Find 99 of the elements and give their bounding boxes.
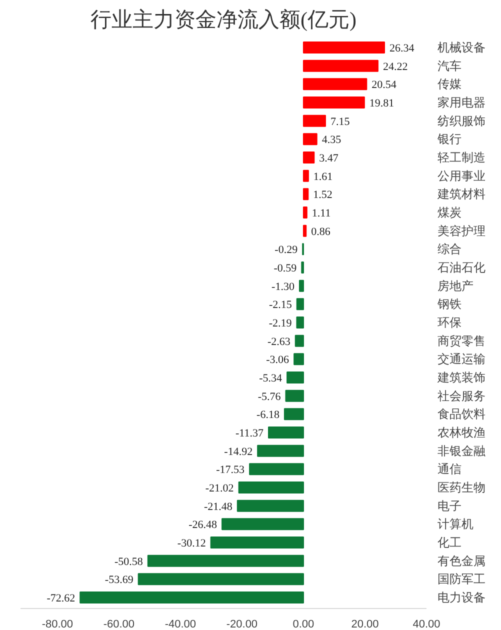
bar <box>296 316 304 328</box>
data-label: 1.52 <box>313 189 332 202</box>
bar <box>285 390 304 402</box>
y-tick-label: 食品饮料 <box>438 407 486 422</box>
bar <box>257 444 304 457</box>
data-label: -2.15 <box>268 299 292 312</box>
y-tick-label: 商贸零售 <box>438 334 486 348</box>
x-tick-label: 0.00 <box>292 618 314 630</box>
bar <box>302 114 326 127</box>
y-tick-label: 传媒 <box>438 77 462 92</box>
y-tick-label: 有色金属 <box>438 554 486 568</box>
data-label: -5.34 <box>259 372 283 384</box>
bar <box>302 152 315 164</box>
data-label: -21.48 <box>204 500 233 513</box>
bar <box>302 60 378 72</box>
x-tick-label: 40.00 <box>412 618 440 630</box>
data-label: 1.11 <box>312 208 331 220</box>
y-tick-label: 机械设备 <box>438 40 486 54</box>
data-label: 20.54 <box>372 79 397 92</box>
data-label: -53.69 <box>104 574 134 586</box>
bar <box>210 536 304 548</box>
y-tick-label: 建筑装饰 <box>436 370 486 384</box>
data-label: -0.29 <box>274 244 298 256</box>
y-tick-label: 医药生物 <box>438 480 486 494</box>
data-label: -11.37 <box>235 428 264 440</box>
bar <box>138 573 304 586</box>
data-label: 19.81 <box>369 98 394 110</box>
data-label: 4.35 <box>322 134 342 146</box>
bar <box>284 408 304 420</box>
x-tick-label: -20.00 <box>226 618 258 630</box>
data-label: -14.92 <box>224 446 253 458</box>
bar <box>80 592 304 604</box>
y-tick-label: 石油石化 <box>438 260 486 274</box>
y-tick-label: 建筑材料 <box>436 187 486 202</box>
y-tick-label: 房地产 <box>438 278 474 293</box>
data-label: -21.02 <box>205 482 234 494</box>
y-tick-label: 银行 <box>436 132 462 146</box>
data-label: 26.34 <box>389 42 415 54</box>
y-tick-label: 轻工制造 <box>438 150 486 164</box>
y-tick-label: 国防军工 <box>438 572 486 586</box>
bar <box>294 334 304 347</box>
data-label: 3.47 <box>319 152 339 164</box>
bar <box>294 353 304 366</box>
y-tick-label: 美容护理 <box>438 224 486 238</box>
bar <box>286 372 304 384</box>
data-label: -30.12 <box>177 538 206 550</box>
y-tick-label: 煤炭 <box>438 206 462 220</box>
bar <box>236 500 304 512</box>
bar <box>298 280 304 292</box>
y-tick-label: 社会服务 <box>438 388 486 403</box>
data-label: -5.76 <box>258 390 282 403</box>
bar <box>302 224 307 237</box>
y-tick-label: 公用事业 <box>438 168 486 183</box>
bar <box>222 518 304 530</box>
data-label: -2.19 <box>268 318 292 330</box>
data-label: 1.61 <box>313 170 333 183</box>
data-label: -1.30 <box>272 280 295 293</box>
y-tick-label: 综合 <box>438 242 462 256</box>
bar <box>302 42 385 54</box>
bar <box>238 482 304 494</box>
bar <box>302 188 309 200</box>
bar <box>268 426 304 438</box>
bar <box>302 133 318 146</box>
data-label: -0.59 <box>274 262 298 274</box>
data-label: 0.86 <box>311 226 331 238</box>
x-tick-label: -60.00 <box>103 618 135 630</box>
y-tick-label: 电子 <box>438 498 462 513</box>
bar <box>147 554 304 567</box>
data-label: 24.22 <box>382 60 408 73</box>
bar <box>302 78 368 90</box>
chart-title: 行业主力资金净流入额(亿元) <box>90 8 357 32</box>
y-tick-label: 计算机 <box>438 517 474 532</box>
y-tick-label: 电力设备 <box>438 590 486 604</box>
y-tick-label: 农林牧渔 <box>438 426 486 440</box>
data-label: 7.15 <box>330 116 350 128</box>
data-label: -17.53 <box>216 464 246 476</box>
bar <box>296 298 304 310</box>
bar <box>302 170 309 182</box>
y-tick-label: 交通运输 <box>438 352 486 366</box>
bar <box>249 463 304 476</box>
data-label: -72.62 <box>46 592 76 604</box>
data-label: -6.18 <box>256 409 280 422</box>
x-tick-label: -80.00 <box>42 618 74 630</box>
x-tick-label: 20.00 <box>351 618 379 630</box>
y-tick-label: 钢铁 <box>436 297 462 312</box>
y-tick-label: 化工 <box>438 536 462 550</box>
bar <box>302 96 365 108</box>
y-tick-label: 汽车 <box>438 58 462 73</box>
y-tick-label: 纺织服饰 <box>438 114 486 128</box>
bar <box>302 206 308 218</box>
y-tick-label: 非银金融 <box>438 444 486 458</box>
y-tick-label: 通信 <box>438 462 462 476</box>
y-tick-label: 家用电器 <box>438 96 486 110</box>
data-label: -26.48 <box>188 519 218 532</box>
y-tick-label: 环保 <box>438 316 462 330</box>
data-label: -50.58 <box>114 556 144 568</box>
x-tick-label: -40.00 <box>164 618 196 630</box>
data-label: -3.06 <box>266 354 290 366</box>
data-label: -2.63 <box>267 336 291 348</box>
